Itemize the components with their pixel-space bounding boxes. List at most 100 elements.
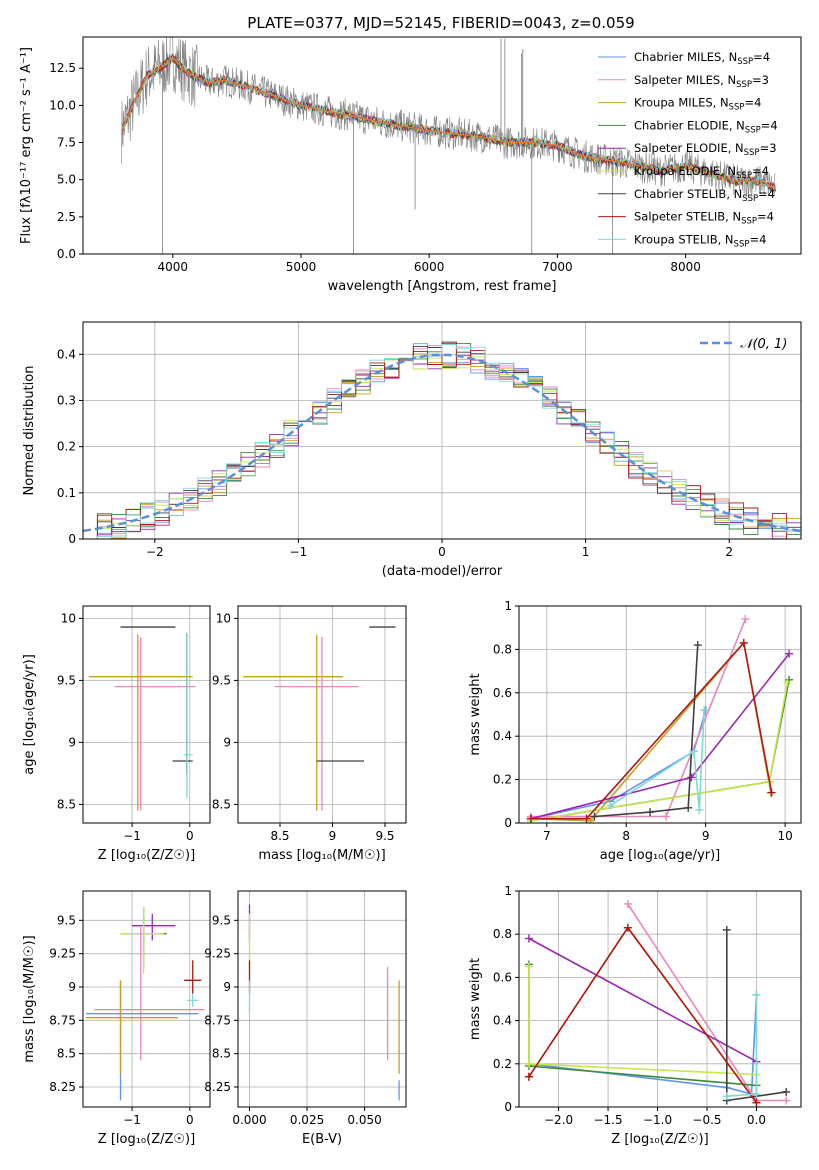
y-tick-label: 0.3	[57, 393, 76, 407]
y-tick-label: 8.5	[212, 1047, 231, 1061]
y-tick-label: 12.5	[49, 61, 76, 75]
y-tick-label: 9.25	[49, 947, 76, 961]
y-tick-label: 8.5	[57, 797, 76, 811]
legend-entry: Chabrier STELIB, NSSP=4	[634, 187, 775, 204]
axes-frame	[82, 605, 211, 824]
legend-subscript: SSP	[742, 194, 758, 204]
y-tick-label: 0.4	[57, 347, 76, 361]
legend-subscript: SSP	[736, 171, 752, 181]
axes-age_vs_mass: 8.5 9 9.5 8.5 9 9.5 10 mass [log₁₀(M/M☉)]	[212, 605, 407, 863]
y-tick-label: 0.2	[493, 773, 512, 787]
y-tick-label: 0.4	[493, 1014, 512, 1028]
x-axis-label: age [log₁₀(age/yr)]	[600, 848, 721, 863]
y-tick-label: 9	[68, 735, 76, 749]
plot-area-age_vs_Z	[88, 626, 196, 811]
y-tick-label: 9	[68, 980, 76, 994]
x-tick-label: 9	[329, 829, 337, 843]
x-tick-label: −2.0	[544, 1113, 573, 1127]
plot-area-age_vs_mass	[243, 626, 396, 811]
x-tick-label: 4000	[157, 260, 188, 274]
y-tick-label: 10	[61, 611, 76, 625]
x-tick-label: 0	[438, 545, 446, 559]
y-tick-label: 5.0	[57, 173, 76, 187]
legend-count: =4	[752, 164, 769, 178]
y-tick-label: 0.1	[57, 486, 76, 500]
y-tick-label: 8.75	[204, 1013, 231, 1027]
y-axis-label: Normed distribution	[22, 366, 37, 496]
legend-count: =4	[753, 50, 770, 64]
y-tick-label: 1	[504, 599, 512, 613]
y-axis-label: Flux [fλ10⁻¹⁷ erg cm⁻² s⁻¹ A⁻¹]	[19, 47, 34, 244]
y-tick-label: 0.2	[493, 1057, 512, 1071]
axes-frame	[237, 605, 407, 824]
x-tick-label: 9.5	[375, 829, 394, 843]
plot-area-massweight_vs_Z	[524, 899, 791, 1107]
legend-subscript: SSP	[741, 217, 757, 227]
y-tick-label: 0	[68, 532, 76, 546]
x-tick-label: 9	[702, 829, 710, 843]
mass-weight-line	[530, 709, 707, 820]
legend-count: =4	[757, 210, 774, 224]
y-tick-label: 9.5	[57, 673, 76, 687]
y-tick-label: 8.5	[57, 1047, 76, 1061]
y-axis-label: mass weight	[468, 958, 483, 1040]
y-tick-label: 9.5	[212, 673, 231, 687]
legend-subscript: SSP	[734, 239, 750, 249]
plot-area-mass_vs_Z	[85, 907, 205, 1101]
x-tick-label: −1.5	[593, 1113, 622, 1127]
y-tick-label: 9.25	[204, 947, 231, 961]
mass-weight-line	[530, 681, 789, 822]
x-axis-label: Z [log₁₀(Z/Z☉)]	[98, 1132, 195, 1147]
axes-frame	[518, 605, 802, 824]
x-tick-label: 7	[543, 829, 551, 843]
legend-entry: Chabrier MILES, NSSP=4	[634, 50, 770, 67]
x-tick-label: 6000	[414, 260, 445, 274]
legend-count: =3	[752, 73, 769, 87]
x-tick-label: −1	[123, 829, 141, 843]
axes-frame	[82, 36, 802, 255]
y-tick-label: 0	[504, 816, 512, 830]
x-tick-label: −1	[290, 545, 308, 559]
legend-subscript: SSP	[729, 103, 745, 113]
x-tick-label: 0.050	[347, 1113, 381, 1127]
y-tick-label: 0.8	[493, 642, 512, 656]
legend-entry: Salpeter STELIB, NSSP=4	[634, 210, 774, 227]
mass-weight-line	[528, 994, 758, 1096]
y-tick-label: 7.5	[57, 136, 76, 150]
legend-entry: Salpeter MILES, NSSP=3	[634, 73, 769, 90]
x-axis-label: E(B-V)	[302, 1132, 342, 1147]
residual-histogram	[96, 356, 801, 539]
legend-entry: Chabrier ELODIE, NSSP=4	[634, 118, 778, 135]
y-axis-label: mass [log₁₀(M/M☉)]	[22, 935, 37, 1062]
x-axis-label: mass [log₁₀(M/M☉)]	[258, 848, 385, 863]
legend-subscript: SSP	[737, 57, 753, 67]
axes-frame	[237, 890, 407, 1108]
mass-weight-line	[530, 641, 773, 820]
spectrum-legend: Chabrier MILES, NSSP=4 Salpeter MILES, NS…	[598, 50, 778, 249]
y-tick-label: 0.2	[57, 440, 76, 454]
legend-entry: Kroupa ELODIE, NSSP=4	[634, 164, 769, 181]
y-tick-label: 10.0	[49, 98, 76, 112]
legend-count: =4	[758, 187, 775, 201]
normal-legend-label: 𝒩(0, 1)	[740, 337, 787, 352]
legend-count: =4	[744, 96, 761, 110]
y-tick-label: 1	[504, 884, 512, 898]
y-tick-label: 10	[216, 611, 231, 625]
legend-entry: Kroupa STELIB, NSSP=4	[634, 232, 766, 249]
axes-residuals: −2 −1 0 1 2 0 0.1 0.2 0.3 0.4 (data-model)/error No…	[22, 321, 802, 579]
y-tick-label: 0	[504, 1100, 512, 1114]
legend-subscript: SSP	[744, 148, 760, 158]
y-axis-label: age [log₁₀(age/yr)]	[22, 654, 37, 775]
plot-area-mass_vs_ebv	[248, 904, 400, 1101]
legend-count: =3	[760, 141, 777, 155]
x-tick-label: −1	[123, 1113, 141, 1127]
legend-subscript: SSP	[745, 125, 761, 135]
y-tick-label: 8.75	[49, 1013, 76, 1027]
x-tick-label: 10	[777, 829, 792, 843]
mass-weight-line	[609, 710, 705, 811]
plot-area-residuals	[83, 341, 801, 539]
y-tick-label: 9	[223, 735, 231, 749]
axes-age_vs_Z: −1 0 8.5 9 9.5 10 Z [log₁₀(Z/Z☉)] age [log₁₀(ag…	[22, 605, 211, 863]
axes-spectrum: 4000 5000 6000 7000 8000 0.0 2.5 5.0 7.5 10.0 12.5…	[19, 36, 802, 294]
